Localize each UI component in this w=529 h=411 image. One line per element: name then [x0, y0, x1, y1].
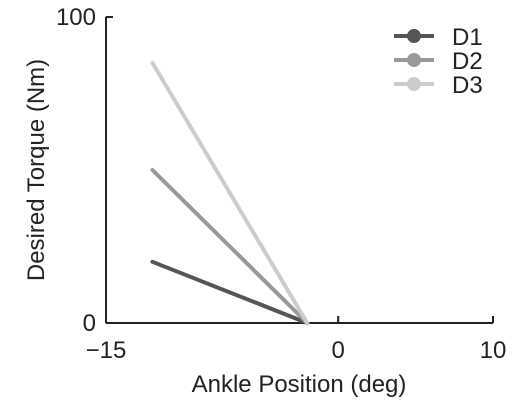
legend-marker-d2 — [407, 53, 421, 67]
legend-label-d2: D2 — [452, 48, 483, 75]
series-line-d1 — [150, 259, 310, 325]
series-lines — [150, 60, 310, 325]
y-tick-label: 100 — [56, 4, 96, 31]
axes — [105, 17, 493, 324]
legend-marker-d3 — [407, 77, 421, 91]
x-tick-label: 0 — [332, 337, 345, 364]
legend-label-d3: D3 — [452, 72, 483, 99]
y-axis-title: Desired Torque (Nm) — [23, 59, 50, 281]
x-tick-label: 10 — [480, 337, 507, 364]
series-line-d2 — [150, 168, 310, 325]
series-line-d3 — [150, 60, 310, 325]
y-tick-label: 0 — [83, 310, 96, 337]
x-tick-label: −15 — [86, 337, 127, 364]
x-axis-title: Ankle Position (deg) — [192, 371, 407, 398]
legend-marker-d1 — [407, 29, 421, 43]
legend-label-d1: D1 — [452, 24, 483, 51]
